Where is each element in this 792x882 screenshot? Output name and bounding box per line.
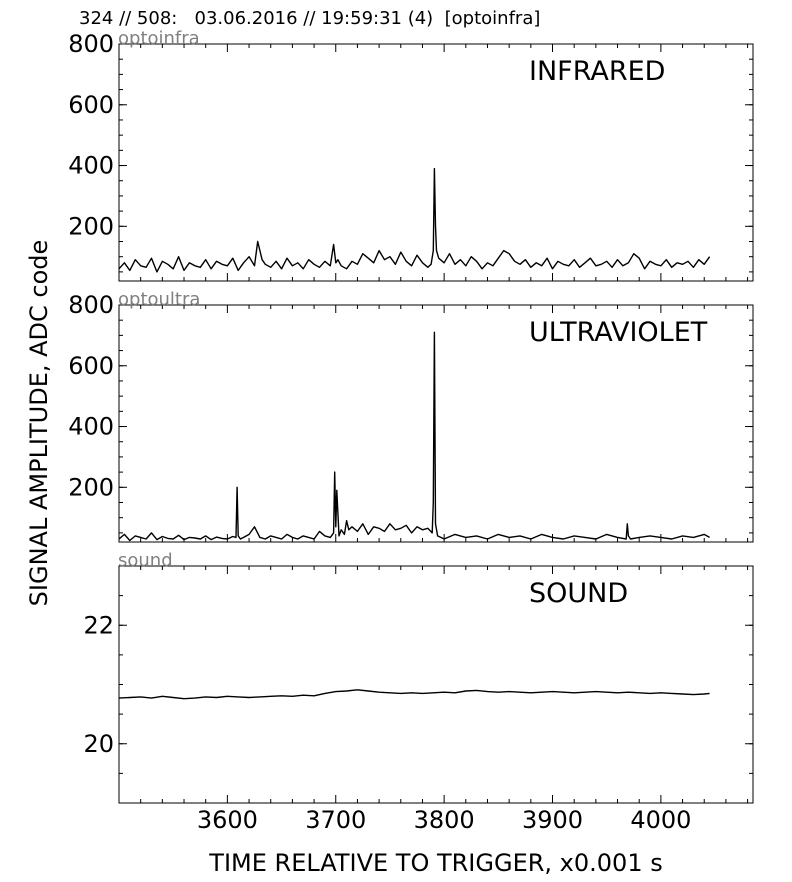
sound-channel-label: sound [118,550,173,571]
infrared-y-tick-label: 400 [68,152,114,180]
infrared-y-tick-label: 600 [68,91,114,119]
ultraviolet-y-tick-label: 600 [68,352,114,380]
x-tick-label: 3600 [197,806,258,834]
x-axis-title: TIME RELATIVE TO TRIGGER, x0.001 s [208,849,662,877]
infrared-plot-frame [118,43,754,282]
ultraviolet-plot-frame [118,304,754,543]
x-tick-label: 3900 [522,806,583,834]
x-tick-label: 3700 [305,806,366,834]
infrared-panel-label: INFRARED [529,56,665,87]
sound-y-tick-label: 20 [83,730,114,758]
infrared-channel-label: optoinfra [118,28,200,49]
sound-y-tick-label: 22 [83,611,114,639]
infrared-trace [118,167,711,273]
x-tick-label: 4000 [630,806,691,834]
infrared-y-tick-label: 800 [68,30,114,58]
ultraviolet-y-tick-label: 800 [68,291,114,319]
sound-trace [118,689,710,700]
ultraviolet-panel-label: ULTRAVIOLET [529,317,708,348]
figure-header: 324 // 508: 03.06.2016 // 19:59:31 (4) [… [79,8,541,29]
ultraviolet-channel-label: optoultra [118,289,200,310]
ultraviolet-y-tick-label: 400 [68,413,114,441]
sound-plot-frame [118,565,754,804]
y-axis-title: SIGNAL AMPLITUDE, ADC code [25,240,53,607]
ultraviolet-y-tick-label: 200 [68,473,114,501]
sound-panel-label: SOUND [529,578,628,609]
ultraviolet-trace [118,331,710,542]
x-tick-label: 3800 [414,806,475,834]
infrared-y-tick-label: 200 [68,212,114,240]
